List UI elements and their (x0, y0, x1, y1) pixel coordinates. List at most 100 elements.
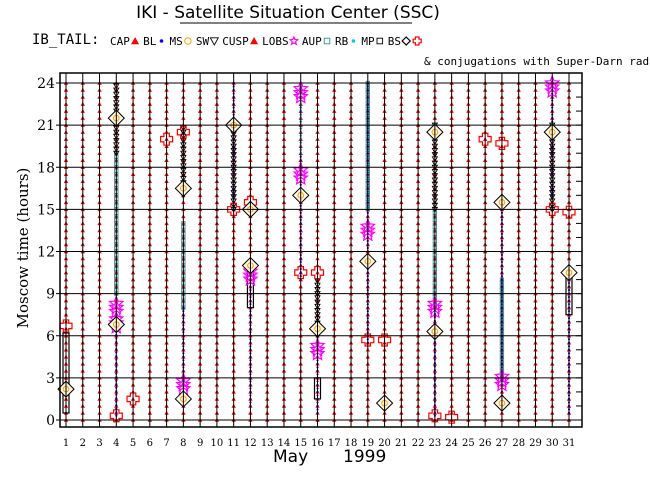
x-tick-label: 23 (428, 438, 441, 449)
x-tick-label: 6 (147, 438, 153, 449)
x-tick-label: 14 (278, 438, 291, 449)
cross-marker (227, 202, 241, 216)
y-tick-label: 3 (46, 371, 55, 387)
y-tick-label: 6 (46, 329, 55, 345)
x-tick-label: 21 (395, 438, 408, 449)
cross-marker (294, 265, 308, 280)
cross-marker-group (545, 202, 559, 216)
legend-symbol-triangle-up (131, 37, 140, 45)
cross-marker (445, 410, 459, 424)
x-tick-label: 2 (80, 438, 86, 449)
cross-marker (310, 265, 325, 280)
legend-item-sw: SW (196, 35, 220, 48)
x-tick-label: 9 (197, 438, 203, 449)
cross-marker-group (227, 202, 241, 216)
x-tick-label: 28 (512, 438, 525, 449)
x-tick-label: 8 (180, 438, 186, 449)
cross-marker (160, 132, 174, 146)
legend-label: CAP (110, 35, 130, 48)
legend-label: MS (170, 35, 183, 48)
cross-marker (361, 333, 375, 347)
cross-marker-group (495, 136, 509, 150)
cross-marker-group (428, 409, 442, 423)
series-day-5 (126, 392, 140, 406)
legend-label: AUP (302, 35, 322, 48)
x-axis-month: May (273, 447, 308, 467)
legend-label: SW (196, 35, 210, 48)
y-tick-label: 15 (37, 202, 55, 218)
cross-marker-group (294, 265, 308, 280)
cross-marker-group (361, 333, 375, 347)
legend-symbol-circle (184, 37, 192, 45)
y-tick-label: 12 (37, 245, 55, 261)
x-tick-label: 17 (328, 438, 341, 449)
x-tick-label: 19 (361, 438, 374, 449)
legend-label: CUSP (222, 35, 249, 48)
legend-symbol-diamond (401, 36, 412, 46)
series-day-24 (445, 410, 459, 424)
x-tick-label: 18 (345, 438, 358, 449)
x-tick-label: 22 (412, 438, 425, 449)
y-tick-label: 21 (37, 118, 55, 134)
cross-marker-group (377, 333, 392, 347)
cross-marker (428, 409, 442, 423)
x-tick-label: 25 (462, 438, 475, 449)
cross-marker (545, 202, 559, 216)
legend-item-lobs: LOBS (262, 35, 300, 48)
cross-marker-group (176, 125, 190, 139)
x-tick-label: 1 (63, 438, 69, 449)
x-tick-label: 30 (546, 438, 559, 449)
x-tick-label: 16 (311, 438, 324, 449)
y-tick-label: 0 (46, 413, 55, 429)
legend-item-conjugation (412, 36, 422, 46)
x-tick-label: 5 (130, 438, 136, 449)
legend-symbol-star (288, 35, 300, 46)
cross-marker (126, 392, 140, 406)
x-tick-label: 3 (96, 438, 102, 449)
cross-marker-group (160, 132, 174, 146)
chart-title: IKI - Satellite Situation Center (SSC) (136, 3, 440, 23)
legend-symbol-square (323, 37, 331, 45)
x-tick-label: 20 (378, 438, 391, 449)
x-tick-label: 7 (163, 438, 169, 449)
cross-marker (176, 125, 190, 139)
x-tick-label: 31 (563, 438, 576, 449)
legend: CAP BL MS SW CUSP LOBS AUP RB MP BS (110, 35, 422, 48)
y-tick-label: 9 (46, 287, 55, 303)
x-tick-label: 12 (244, 438, 257, 449)
cross-marker (478, 132, 492, 146)
legend-symbol-triangle-down (209, 37, 220, 46)
cross-marker (109, 409, 123, 423)
legend-symbol-dot (351, 39, 356, 43)
legend-label: MP (361, 35, 375, 48)
legend-item-aup: AUP (302, 35, 331, 48)
legend-symbol-dot (159, 39, 164, 43)
y-axis-label: Moscow time (hours) (14, 168, 32, 329)
x-tick-label: 27 (496, 438, 509, 449)
x-tick-label: 24 (445, 438, 458, 449)
plot-frame (59, 72, 583, 428)
legend-item-cusp: CUSP (222, 35, 259, 48)
series-day-26 (478, 132, 492, 146)
legend-item-bs: BS (388, 35, 412, 48)
chart-title-group: IKI - Satellite Situation Center (SSC) (136, 3, 440, 24)
cross-marker-group (310, 265, 325, 280)
legend-label: BS (388, 35, 401, 48)
legend-label: LOBS (262, 35, 289, 48)
cross-marker-group (445, 410, 459, 424)
legend-item-rb: RB (335, 35, 356, 48)
cross-marker-group (478, 132, 492, 146)
legend-item-mp: MP (361, 35, 384, 48)
cross-marker (377, 333, 392, 347)
x-tick-label: 13 (261, 438, 274, 449)
x-tick-label: 4 (113, 438, 119, 449)
series-day-7 (160, 132, 174, 146)
chart-subtitle: & conjugations with Super-Darn radars (424, 55, 650, 68)
cross-marker-group (109, 409, 123, 423)
legend-item-bl: BL (143, 35, 164, 48)
x-tick-label: 29 (529, 438, 542, 449)
cross-marker-group (126, 392, 140, 406)
legend-symbol-triangle-up (250, 37, 259, 45)
